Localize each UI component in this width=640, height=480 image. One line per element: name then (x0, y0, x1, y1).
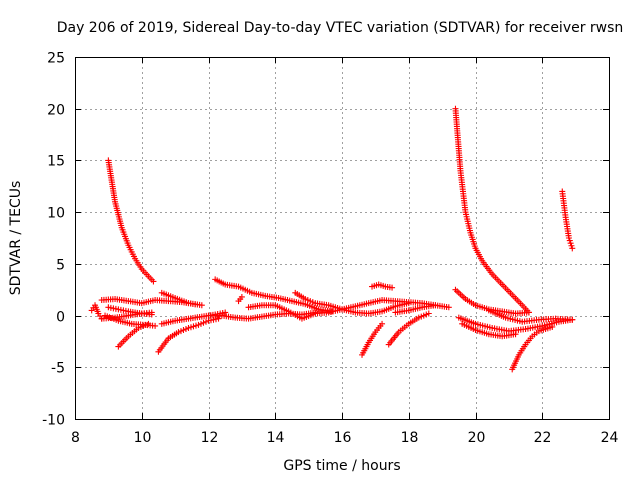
data-marks (88, 105, 576, 373)
data-point (238, 293, 245, 300)
series-arc-25 (485, 307, 576, 325)
axis-ticks: 8 10 12 14 16 18 20 22 24 -10 -5 0 5 10 15 20 25 (42, 51, 618, 447)
data-point (379, 320, 386, 327)
data-point (565, 235, 572, 241)
data-point (525, 309, 532, 316)
data-point (222, 309, 229, 316)
series-arc-7 (115, 320, 152, 350)
series-arc-10 (158, 289, 205, 309)
series-arc-16 (359, 320, 386, 358)
x-tick-label: 18 (401, 430, 419, 446)
data-point (445, 304, 452, 311)
series-arc-2 (105, 157, 157, 285)
series-arc-24 (509, 323, 556, 373)
data-point-sample (567, 240, 574, 247)
x-tick-label: 20 (468, 430, 486, 446)
chart-title: Day 206 of 2019, Sidereal Day-to-day VTE… (57, 20, 624, 36)
y-tick-label: -5 (51, 361, 65, 377)
x-tick-label: 8 (71, 430, 80, 446)
x-tick-label: 16 (334, 430, 352, 446)
y-tick-label: 20 (47, 103, 65, 119)
x-tick-label: 12 (201, 430, 219, 446)
series-arc-15 (245, 297, 439, 322)
series-arc-18 (369, 281, 396, 291)
x-tick-label: 22 (534, 430, 552, 446)
x-tick-label: 24 (601, 430, 619, 446)
data-point (425, 310, 432, 317)
data-point (198, 302, 205, 309)
data-point (389, 284, 396, 291)
series-arc-17 (385, 310, 432, 348)
data-point (549, 323, 556, 330)
data-point (148, 311, 155, 318)
series-arc-5 (105, 304, 155, 318)
y-tick-label: 25 (47, 51, 65, 67)
data-point-sample (568, 242, 575, 249)
x-tick-label: 14 (267, 430, 285, 446)
series-arc-26 (559, 188, 576, 252)
y-tick-label: 5 (56, 258, 65, 274)
series-arc-19 (392, 302, 452, 316)
data-point-sample (566, 237, 573, 244)
data-point (569, 316, 576, 323)
x-tick-label: 10 (134, 430, 152, 446)
series-arc-12 (212, 276, 335, 315)
data-point (145, 320, 152, 327)
x-axis-label: GPS time / hours (283, 458, 400, 474)
y-tick-label: 15 (47, 154, 65, 170)
data-point (152, 322, 159, 329)
series-arc-20 (452, 105, 532, 316)
gridlines (75, 57, 609, 419)
series-arc-8 (155, 315, 222, 355)
data-point (150, 278, 157, 285)
y-axis-label: SDTVAR / TECUs (8, 181, 24, 296)
y-tick-label: -10 (42, 413, 65, 429)
y-tick-label: 10 (47, 206, 65, 222)
data-point (512, 331, 519, 338)
series-arc-23 (459, 320, 519, 340)
y-tick-label: 0 (56, 310, 65, 326)
data-point (569, 245, 576, 252)
series-arc-13 (235, 293, 245, 305)
data-point (215, 315, 222, 322)
